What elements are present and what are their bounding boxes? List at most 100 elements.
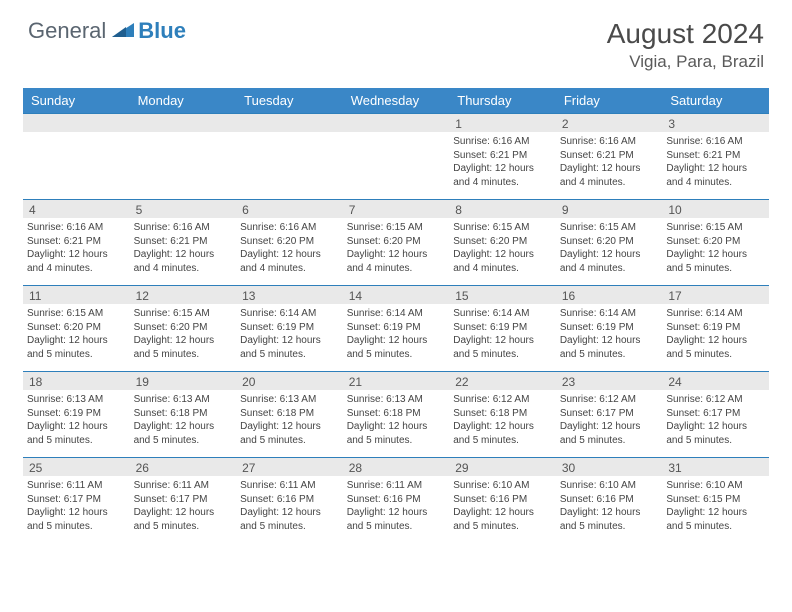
sunrise-text: Sunrise: 6:13 AM bbox=[240, 393, 339, 407]
title-month: August 2024 bbox=[607, 18, 764, 50]
day-cell: 17Sunrise: 6:14 AMSunset: 6:19 PMDayligh… bbox=[662, 286, 769, 372]
week-row: 11Sunrise: 6:15 AMSunset: 6:20 PMDayligh… bbox=[23, 286, 769, 372]
daylight-text: Daylight: 12 hours and 5 minutes. bbox=[347, 506, 446, 533]
day-body: Sunrise: 6:12 AMSunset: 6:17 PMDaylight:… bbox=[662, 390, 769, 451]
daylight-text: Daylight: 12 hours and 5 minutes. bbox=[240, 506, 339, 533]
sunset-text: Sunset: 6:19 PM bbox=[453, 321, 552, 335]
logo-text-general: General bbox=[28, 18, 106, 44]
daylight-text: Daylight: 12 hours and 5 minutes. bbox=[347, 420, 446, 447]
day-body: Sunrise: 6:12 AMSunset: 6:17 PMDaylight:… bbox=[556, 390, 663, 451]
day-number: 16 bbox=[556, 286, 663, 304]
day-number: 14 bbox=[343, 286, 450, 304]
day-number: 2 bbox=[556, 114, 663, 132]
day-cell: 28Sunrise: 6:11 AMSunset: 6:16 PMDayligh… bbox=[343, 458, 450, 544]
day-cell: 27Sunrise: 6:11 AMSunset: 6:16 PMDayligh… bbox=[236, 458, 343, 544]
day-number: 21 bbox=[343, 372, 450, 390]
sunset-text: Sunset: 6:20 PM bbox=[240, 235, 339, 249]
daylight-text: Daylight: 12 hours and 5 minutes. bbox=[27, 506, 126, 533]
sunrise-text: Sunrise: 6:12 AM bbox=[666, 393, 765, 407]
sunrise-text: Sunrise: 6:13 AM bbox=[134, 393, 233, 407]
day-body: Sunrise: 6:13 AMSunset: 6:18 PMDaylight:… bbox=[236, 390, 343, 451]
day-number bbox=[23, 114, 130, 132]
day-number: 20 bbox=[236, 372, 343, 390]
day-body: Sunrise: 6:16 AMSunset: 6:21 PMDaylight:… bbox=[662, 132, 769, 193]
day-cell bbox=[236, 114, 343, 200]
day-cell: 11Sunrise: 6:15 AMSunset: 6:20 PMDayligh… bbox=[23, 286, 130, 372]
day-number: 6 bbox=[236, 200, 343, 218]
day-number: 25 bbox=[23, 458, 130, 476]
sunset-text: Sunset: 6:20 PM bbox=[560, 235, 659, 249]
sunset-text: Sunset: 6:21 PM bbox=[27, 235, 126, 249]
daylight-text: Daylight: 12 hours and 5 minutes. bbox=[453, 506, 552, 533]
daylight-text: Daylight: 12 hours and 5 minutes. bbox=[134, 506, 233, 533]
sunrise-text: Sunrise: 6:14 AM bbox=[666, 307, 765, 321]
day-number bbox=[130, 114, 237, 132]
day-cell: 26Sunrise: 6:11 AMSunset: 6:17 PMDayligh… bbox=[130, 458, 237, 544]
week-row: 18Sunrise: 6:13 AMSunset: 6:19 PMDayligh… bbox=[23, 372, 769, 458]
day-number: 5 bbox=[130, 200, 237, 218]
sunrise-text: Sunrise: 6:15 AM bbox=[560, 221, 659, 235]
day-number: 11 bbox=[23, 286, 130, 304]
dow-cell: Monday bbox=[130, 88, 237, 114]
sunrise-text: Sunrise: 6:10 AM bbox=[560, 479, 659, 493]
daylight-text: Daylight: 12 hours and 4 minutes. bbox=[560, 248, 659, 275]
day-number bbox=[236, 114, 343, 132]
day-body: Sunrise: 6:16 AMSunset: 6:21 PMDaylight:… bbox=[130, 218, 237, 279]
day-number: 17 bbox=[662, 286, 769, 304]
day-number: 12 bbox=[130, 286, 237, 304]
header: General Blue August 2024 Vigia, Para, Br… bbox=[0, 0, 792, 80]
sunset-text: Sunset: 6:21 PM bbox=[560, 149, 659, 163]
day-number: 15 bbox=[449, 286, 556, 304]
week-row: 4Sunrise: 6:16 AMSunset: 6:21 PMDaylight… bbox=[23, 200, 769, 286]
sunrise-text: Sunrise: 6:11 AM bbox=[134, 479, 233, 493]
sunrise-text: Sunrise: 6:14 AM bbox=[240, 307, 339, 321]
day-number: 29 bbox=[449, 458, 556, 476]
day-cell: 13Sunrise: 6:14 AMSunset: 6:19 PMDayligh… bbox=[236, 286, 343, 372]
daylight-text: Daylight: 12 hours and 4 minutes. bbox=[453, 162, 552, 189]
day-cell: 20Sunrise: 6:13 AMSunset: 6:18 PMDayligh… bbox=[236, 372, 343, 458]
day-number: 18 bbox=[23, 372, 130, 390]
day-cell: 16Sunrise: 6:14 AMSunset: 6:19 PMDayligh… bbox=[556, 286, 663, 372]
day-body: Sunrise: 6:13 AMSunset: 6:18 PMDaylight:… bbox=[130, 390, 237, 451]
sunset-text: Sunset: 6:16 PM bbox=[453, 493, 552, 507]
sunset-text: Sunset: 6:17 PM bbox=[27, 493, 126, 507]
title-location: Vigia, Para, Brazil bbox=[607, 52, 764, 72]
sunset-text: Sunset: 6:18 PM bbox=[347, 407, 446, 421]
daylight-text: Daylight: 12 hours and 4 minutes. bbox=[666, 162, 765, 189]
day-cell: 9Sunrise: 6:15 AMSunset: 6:20 PMDaylight… bbox=[556, 200, 663, 286]
day-cell bbox=[130, 114, 237, 200]
day-number: 23 bbox=[556, 372, 663, 390]
day-cell: 3Sunrise: 6:16 AMSunset: 6:21 PMDaylight… bbox=[662, 114, 769, 200]
day-number: 8 bbox=[449, 200, 556, 218]
logo-triangle-icon bbox=[112, 21, 134, 42]
daylight-text: Daylight: 12 hours and 5 minutes. bbox=[666, 506, 765, 533]
sunset-text: Sunset: 6:18 PM bbox=[453, 407, 552, 421]
day-body: Sunrise: 6:11 AMSunset: 6:17 PMDaylight:… bbox=[130, 476, 237, 537]
sunset-text: Sunset: 6:18 PM bbox=[240, 407, 339, 421]
day-cell: 24Sunrise: 6:12 AMSunset: 6:17 PMDayligh… bbox=[662, 372, 769, 458]
sunset-text: Sunset: 6:19 PM bbox=[666, 321, 765, 335]
day-number: 30 bbox=[556, 458, 663, 476]
daylight-text: Daylight: 12 hours and 4 minutes. bbox=[560, 162, 659, 189]
day-number: 27 bbox=[236, 458, 343, 476]
dow-cell: Tuesday bbox=[236, 88, 343, 114]
sunrise-text: Sunrise: 6:12 AM bbox=[453, 393, 552, 407]
daylight-text: Daylight: 12 hours and 4 minutes. bbox=[347, 248, 446, 275]
dow-cell: Sunday bbox=[23, 88, 130, 114]
sunrise-text: Sunrise: 6:10 AM bbox=[453, 479, 552, 493]
day-body bbox=[130, 132, 237, 139]
sunrise-text: Sunrise: 6:15 AM bbox=[666, 221, 765, 235]
day-body: Sunrise: 6:13 AMSunset: 6:19 PMDaylight:… bbox=[23, 390, 130, 451]
dow-row: SundayMondayTuesdayWednesdayThursdayFrid… bbox=[23, 88, 769, 114]
day-number: 26 bbox=[130, 458, 237, 476]
dow-cell: Saturday bbox=[662, 88, 769, 114]
day-number: 22 bbox=[449, 372, 556, 390]
sunset-text: Sunset: 6:16 PM bbox=[560, 493, 659, 507]
day-number bbox=[343, 114, 450, 132]
sunset-text: Sunset: 6:20 PM bbox=[347, 235, 446, 249]
day-body: Sunrise: 6:15 AMSunset: 6:20 PMDaylight:… bbox=[449, 218, 556, 279]
day-body: Sunrise: 6:15 AMSunset: 6:20 PMDaylight:… bbox=[662, 218, 769, 279]
day-number: 19 bbox=[130, 372, 237, 390]
daylight-text: Daylight: 12 hours and 5 minutes. bbox=[453, 334, 552, 361]
daylight-text: Daylight: 12 hours and 5 minutes. bbox=[27, 420, 126, 447]
